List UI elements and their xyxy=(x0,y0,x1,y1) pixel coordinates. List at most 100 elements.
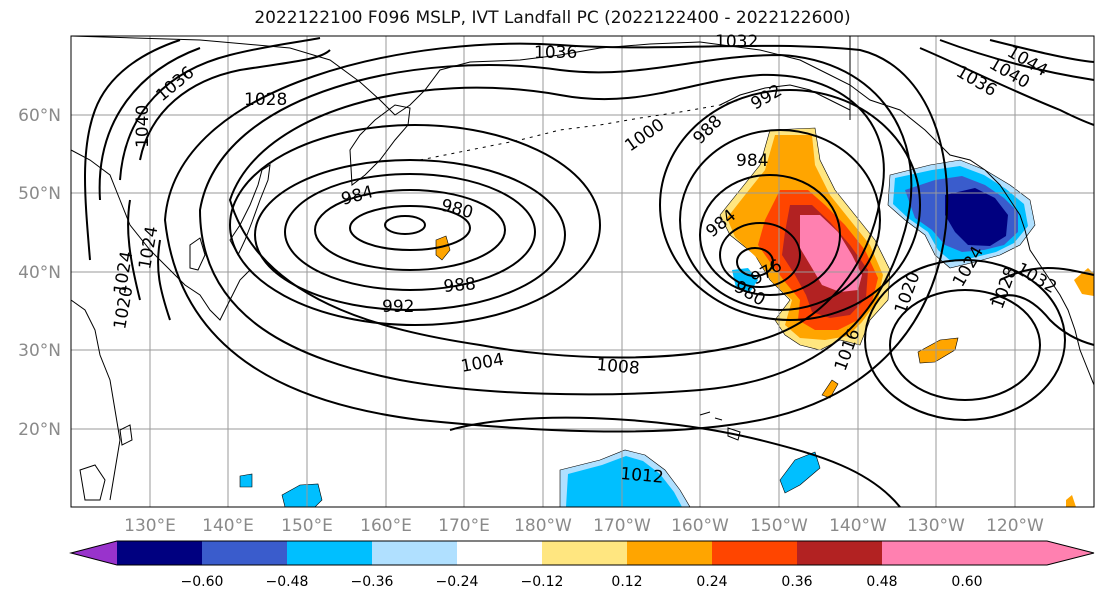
contour-asia-1036 xyxy=(98,47,201,201)
contour-low-east-988 xyxy=(679,129,881,311)
lon-label-160w: 160°W xyxy=(671,516,729,536)
ivt-negative-tiny xyxy=(239,473,253,488)
contour-low-east-976 xyxy=(736,247,774,277)
contour-low-west-992 xyxy=(254,159,566,311)
contour-asia-1020 xyxy=(157,239,171,321)
coast-north-america xyxy=(984,169,1095,386)
contour-1012 xyxy=(449,416,901,508)
ivt-negative-hawaii-east xyxy=(779,451,821,494)
colorbar-tick-label: 0.48 xyxy=(866,574,897,590)
colorbar-segment xyxy=(202,541,287,565)
contour-low-west-976 xyxy=(384,215,426,235)
ivt-positive-corner-patch xyxy=(1066,495,1076,507)
colorbar-tick-label: 0.60 xyxy=(951,574,982,590)
map-title: 2022122100 F096 MSLP, IVT Landfall PC (2… xyxy=(254,8,851,28)
graticule xyxy=(71,36,1094,507)
contour-asia-1024 xyxy=(127,199,141,301)
contour-label: 1012 xyxy=(620,464,665,488)
lat-label-20n: 20°N xyxy=(18,420,61,440)
coast-japan xyxy=(229,164,271,257)
lat-labels: 60°N 50°N 40°N 30°N 20°N xyxy=(18,106,61,440)
lon-label-130w: 130°W xyxy=(907,516,965,536)
contour-low-west-984 xyxy=(314,189,506,271)
contour-na-1040 xyxy=(939,39,1095,81)
ivt-shading xyxy=(239,127,1094,508)
lon-label-150w: 150°W xyxy=(750,516,808,536)
colorbar-extend-high xyxy=(967,541,1094,565)
colorbar-segment xyxy=(627,541,712,565)
colorbar-segment xyxy=(372,541,457,565)
lon-label-170w: 170°W xyxy=(593,516,651,536)
map-frame xyxy=(70,35,1095,508)
lat-label-30n: 30°N xyxy=(18,341,61,361)
colorbar-tick-label: 0.36 xyxy=(781,574,812,590)
colorbar-tick-label: −0.24 xyxy=(436,574,479,590)
contour-na-1044 xyxy=(989,39,1095,63)
lat-label-40n: 40°N xyxy=(18,263,61,283)
contour-low-east-984 xyxy=(699,174,841,296)
colorbar-tick-label: −0.60 xyxy=(181,574,224,590)
contour-label: 1036 xyxy=(534,43,577,63)
lon-labels: 130°E 140°E 150°E 160°E 170°E 180°W 170°… xyxy=(124,516,1044,536)
colorbar: −0.60 −0.48 −0.36 −0.24 −0.12 0.12 0.24 … xyxy=(69,540,1095,590)
contour-low-east-992 xyxy=(659,89,921,321)
contour-low-west-988 xyxy=(284,173,536,291)
colorbar-segment xyxy=(882,541,967,565)
colorbar-tick-label: −0.36 xyxy=(351,574,394,590)
contour-high-1016 xyxy=(864,259,1066,421)
contour-na-1028 xyxy=(989,294,1095,346)
coast-asia-east xyxy=(70,149,251,321)
lon-label-180w: 180°W xyxy=(514,516,572,536)
colorbar-segment xyxy=(712,541,797,565)
contour-na-1032 xyxy=(999,267,1095,281)
contour-label: 992 xyxy=(382,297,414,317)
colorbar-tick-label: −0.12 xyxy=(521,574,564,590)
coast-siberia xyxy=(70,35,701,116)
lon-label-140e: 140°E xyxy=(202,516,254,536)
colorbar-segment xyxy=(287,541,372,565)
lon-label-130e: 130°E xyxy=(124,516,176,536)
coast-philippines xyxy=(79,464,106,501)
colorbar-tick-label: 0.24 xyxy=(696,574,727,590)
colorbar-segment xyxy=(542,541,627,565)
colorbar-extend-low xyxy=(71,541,117,565)
colorbar-segment xyxy=(117,541,202,565)
contour-1000 xyxy=(228,73,885,359)
colorbar-segment xyxy=(457,541,542,565)
lon-label-140w: 140°W xyxy=(829,516,887,536)
coast-korea xyxy=(189,237,206,271)
contour-asia-1040 xyxy=(84,39,181,261)
colorbar-tick-label: 0.12 xyxy=(611,574,642,590)
lat-label-60n: 60°N xyxy=(18,106,61,126)
ivt-positive-west-patch xyxy=(435,235,451,261)
contour-asia-1032 xyxy=(119,37,321,181)
lat-label-50n: 50°N xyxy=(18,184,61,204)
ivt-positive-060 xyxy=(800,215,862,292)
lon-label-160e: 160°E xyxy=(360,516,412,536)
coast-taiwan xyxy=(119,424,133,446)
colorbar-outline xyxy=(69,540,1095,566)
contour-low-west-980 xyxy=(349,205,471,251)
colorbar-tick-label: −0.48 xyxy=(266,574,309,590)
contour-label: 1008 xyxy=(596,355,641,379)
ivt-negative-048 xyxy=(945,188,1008,246)
ivt-positive-coast-patch xyxy=(1074,268,1094,296)
contour-asia-1028 xyxy=(139,49,331,161)
contour-high-1020 xyxy=(889,289,1041,401)
lon-label-120w: 120°W xyxy=(986,516,1044,536)
coast-alaska-south xyxy=(719,84,851,111)
mslp-contours xyxy=(84,37,1095,508)
contour-1008 xyxy=(163,42,949,433)
lon-label-150e: 150°E xyxy=(281,516,333,536)
coast-china xyxy=(70,299,121,501)
contour-label: 988 xyxy=(443,274,477,297)
contour-label: 1028 xyxy=(244,90,287,110)
contour-1004 xyxy=(198,53,913,396)
contour-low-west-996 xyxy=(229,124,601,326)
coast-alaska xyxy=(699,41,986,171)
contour-label: 984 xyxy=(736,151,768,171)
colorbar-segment xyxy=(797,541,882,565)
lon-label-170e: 170°E xyxy=(438,516,490,536)
ivt-negative-subtropical xyxy=(566,456,682,507)
